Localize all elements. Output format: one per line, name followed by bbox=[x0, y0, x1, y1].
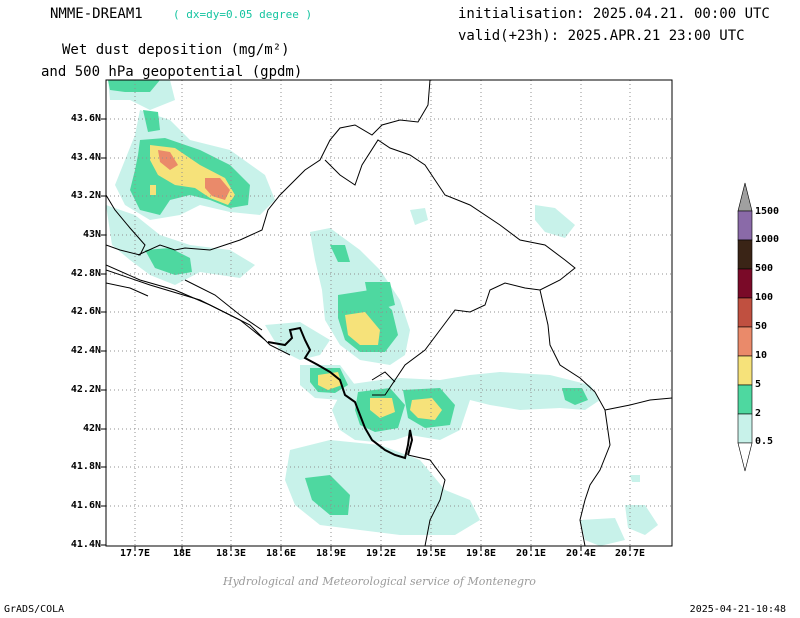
colorbar-label: 50 bbox=[755, 321, 768, 332]
ticks bbox=[101, 118, 631, 551]
deposition-field bbox=[106, 80, 658, 546]
variable-title-line2: and 500 hPa geopotential (gpdm) bbox=[41, 64, 303, 80]
deposit-area bbox=[630, 475, 640, 482]
lon-label: 18E bbox=[172, 548, 192, 559]
colorbar-arrow-bottom bbox=[737, 442, 753, 472]
colorbar-swatch bbox=[737, 210, 753, 241]
colorbar-swatch bbox=[737, 268, 753, 299]
deposit-area bbox=[108, 80, 160, 92]
colorbar-label: 0.5 bbox=[755, 436, 774, 447]
deposit-area bbox=[143, 110, 160, 132]
country-border bbox=[604, 397, 672, 411]
borders bbox=[106, 80, 672, 546]
lon-label: 18.6E bbox=[265, 548, 297, 559]
colorbar-swatch bbox=[737, 384, 753, 415]
lat-label: 41.6N bbox=[70, 500, 101, 511]
colorbar-label: 10 bbox=[755, 350, 768, 361]
country-border bbox=[407, 454, 446, 546]
initialisation-time: initialisation: 2025.04.21. 00:00 UTC bbox=[458, 6, 770, 22]
lat-label: 41.4N bbox=[70, 539, 101, 550]
lon-label: 18.3E bbox=[215, 548, 247, 559]
lon-label: 18.9E bbox=[315, 548, 347, 559]
lon-label: 20.4E bbox=[565, 548, 597, 559]
colorbar-swatch bbox=[737, 239, 753, 270]
model-resolution: ( dx=dy=0.05 degree ) bbox=[173, 8, 313, 21]
coastline bbox=[106, 194, 146, 256]
deposit-area bbox=[365, 282, 395, 310]
deposit-area bbox=[145, 248, 192, 275]
lat-label: 42.6N bbox=[70, 306, 101, 317]
coastline bbox=[106, 269, 266, 341]
timestamp-label: 2025-04-21-10:48 bbox=[689, 604, 786, 615]
lat-label: 43.2N bbox=[70, 190, 101, 201]
lat-label: 42.8N bbox=[70, 268, 101, 279]
lon-label: 20.7E bbox=[614, 548, 646, 559]
model-title: NMME-DREAM1 bbox=[50, 6, 143, 22]
deposit-area bbox=[370, 398, 395, 418]
colorbar-label: 100 bbox=[755, 292, 774, 303]
coastline bbox=[106, 282, 149, 297]
country-border bbox=[137, 80, 431, 256]
software-label: GrADS/COLA bbox=[4, 604, 65, 615]
deposit-area bbox=[535, 205, 575, 238]
colorbar-label: 500 bbox=[755, 263, 774, 274]
colorbar-swatch bbox=[737, 413, 753, 444]
lon-label: 19.8E bbox=[465, 548, 497, 559]
deposit-area bbox=[305, 475, 350, 515]
deposit-area bbox=[625, 505, 658, 535]
country-border bbox=[324, 139, 576, 396]
deposit-area bbox=[410, 208, 428, 225]
deposit-area bbox=[345, 312, 380, 345]
deposit-area bbox=[106, 205, 255, 285]
deposit-area bbox=[150, 185, 156, 195]
deposit-area bbox=[580, 518, 625, 546]
lat-label: 42N bbox=[82, 423, 101, 434]
deposit-area bbox=[330, 245, 350, 262]
colorbar-label: 1500 bbox=[755, 206, 780, 217]
lon-label: 19.5E bbox=[415, 548, 447, 559]
colorbar-swatch bbox=[737, 326, 753, 357]
lat-label: 42.4N bbox=[70, 345, 101, 356]
valid-time: valid(+23h): 2025.APR.21 23:00 UTC bbox=[458, 28, 745, 44]
colorbar-swatch bbox=[737, 355, 753, 386]
grid-lines bbox=[106, 80, 672, 546]
deposit-area bbox=[158, 150, 178, 170]
colorbar-swatch bbox=[737, 297, 753, 328]
montenegro-coast bbox=[267, 326, 414, 460]
deposit-area bbox=[410, 398, 442, 420]
lat-label: 43.4N bbox=[70, 152, 101, 163]
lat-label: 42.2N bbox=[70, 384, 101, 395]
colorbar-arrow-top bbox=[737, 182, 753, 212]
lat-label: 43.6N bbox=[70, 113, 101, 124]
lat-label: 41.8N bbox=[70, 461, 101, 472]
colorbar-label: 2 bbox=[755, 408, 762, 419]
deposit-area bbox=[205, 178, 230, 200]
lon-label: 20.1E bbox=[515, 548, 547, 559]
variable-title-line1: Wet dust deposition (mg/m²) bbox=[62, 42, 290, 58]
map-frame bbox=[105, 79, 673, 547]
colorbar-label: 1000 bbox=[755, 234, 780, 245]
colorbar-label: 5 bbox=[755, 379, 762, 390]
country-border bbox=[184, 279, 263, 331]
country-border bbox=[371, 371, 396, 383]
colorbar bbox=[737, 182, 753, 472]
credit-text: Hydrological and Meteorological service … bbox=[223, 575, 536, 588]
lon-label: 17.7E bbox=[119, 548, 151, 559]
lon-label: 19.2E bbox=[365, 548, 397, 559]
lat-label: 43N bbox=[82, 229, 101, 240]
